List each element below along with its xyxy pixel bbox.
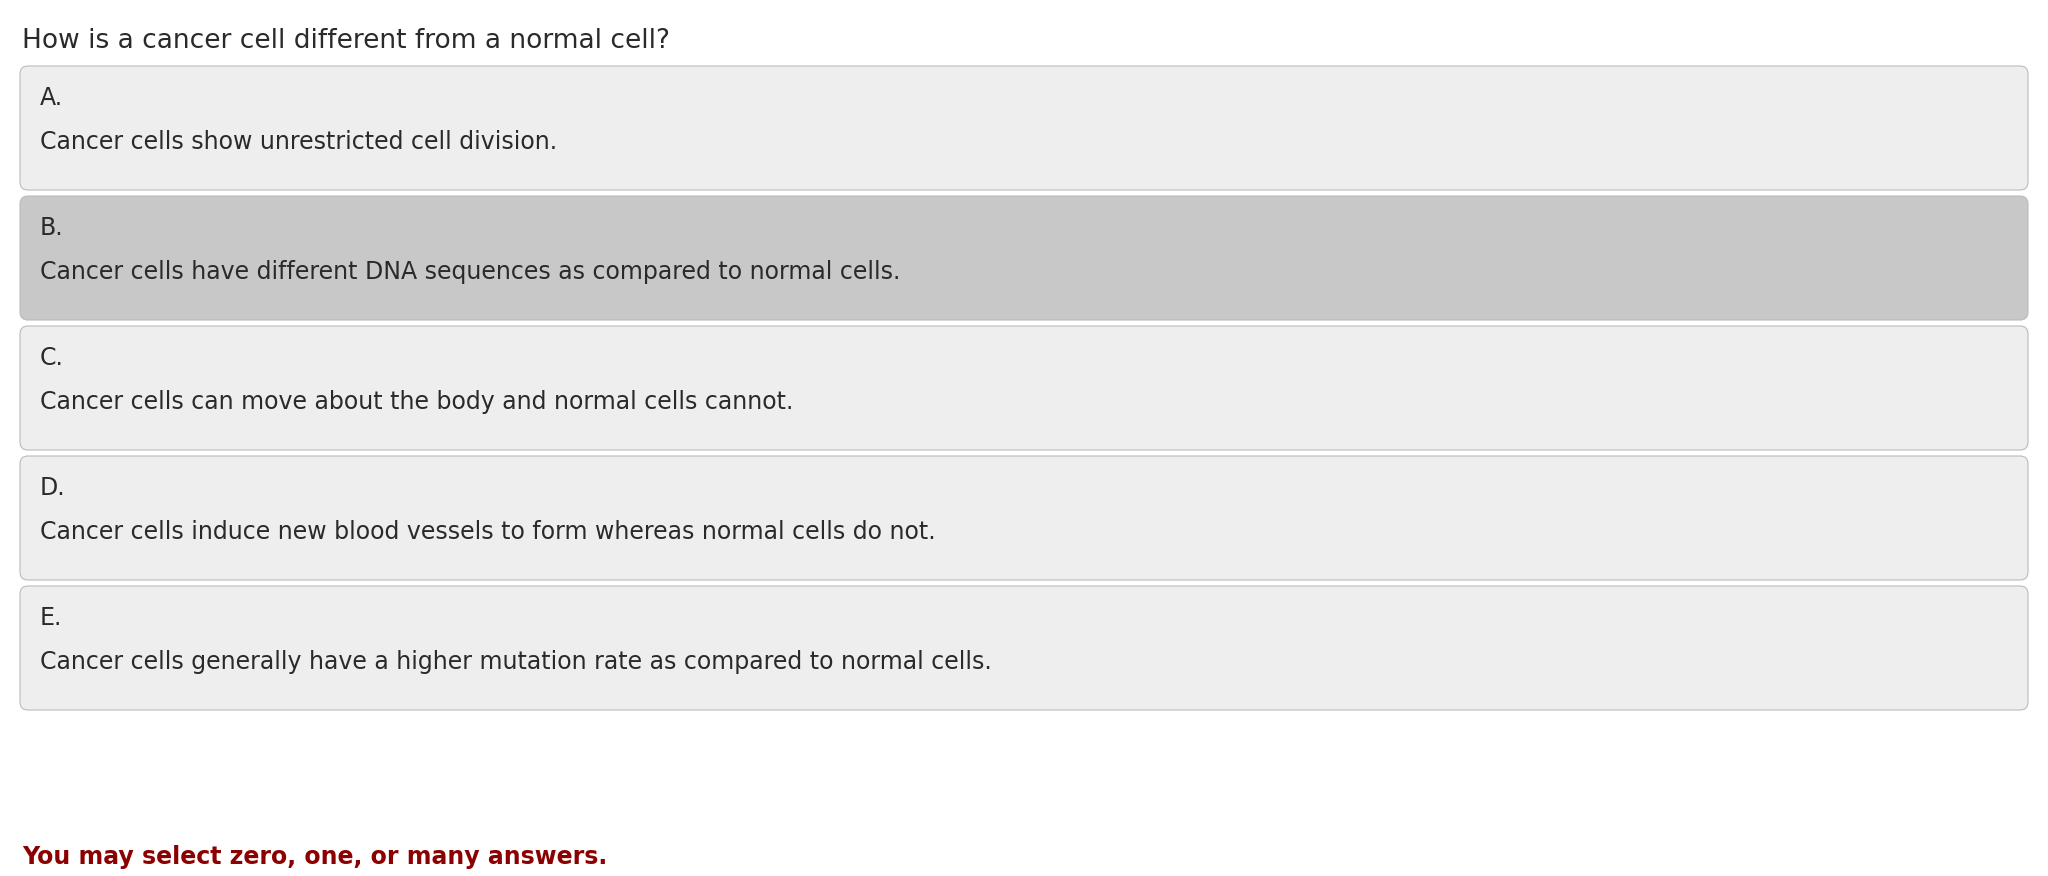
FancyBboxPatch shape [20, 586, 2028, 710]
FancyBboxPatch shape [20, 326, 2028, 450]
Text: Cancer cells have different DNA sequences as compared to normal cells.: Cancer cells have different DNA sequence… [41, 260, 901, 284]
Text: How is a cancer cell different from a normal cell?: How is a cancer cell different from a no… [23, 28, 670, 54]
Text: Cancer cells show unrestricted cell division.: Cancer cells show unrestricted cell divi… [41, 130, 557, 154]
Text: D.: D. [41, 476, 66, 500]
Text: Cancer cells can move about the body and normal cells cannot.: Cancer cells can move about the body and… [41, 390, 793, 414]
Text: Cancer cells generally have a higher mutation rate as compared to normal cells.: Cancer cells generally have a higher mut… [41, 650, 991, 674]
Text: B.: B. [41, 216, 63, 240]
FancyBboxPatch shape [20, 456, 2028, 580]
Text: A.: A. [41, 86, 63, 110]
Text: E.: E. [41, 606, 61, 630]
Text: C.: C. [41, 346, 63, 370]
FancyBboxPatch shape [20, 66, 2028, 190]
Text: Cancer cells induce new blood vessels to form whereas normal cells do not.: Cancer cells induce new blood vessels to… [41, 520, 936, 544]
Text: You may select zero, one, or many answers.: You may select zero, one, or many answer… [23, 845, 608, 869]
FancyBboxPatch shape [20, 196, 2028, 320]
